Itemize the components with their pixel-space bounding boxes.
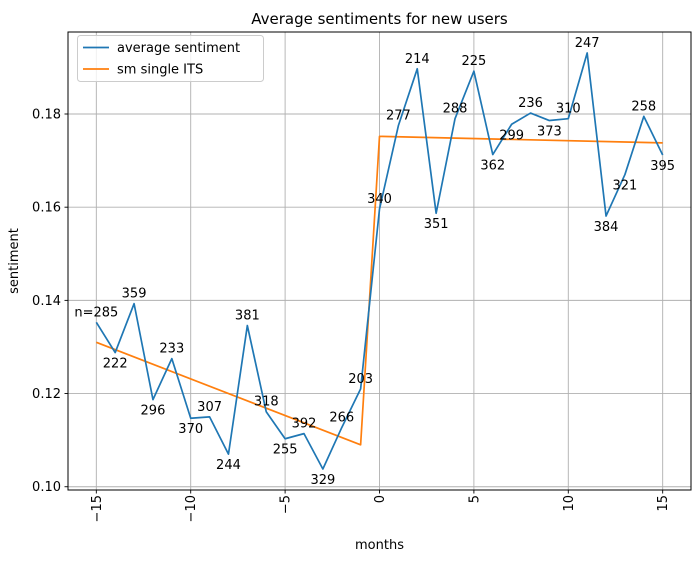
- point-label: n=285: [74, 305, 118, 320]
- x-tick-label: 10: [562, 495, 577, 512]
- point-label: 222: [103, 357, 128, 372]
- y-tick-label: 0.10: [32, 480, 61, 495]
- x-tick-label: 5: [467, 495, 482, 503]
- legend: average sentiment sm single ITS: [77, 35, 264, 82]
- point-label: 214: [405, 52, 430, 67]
- point-label: 321: [613, 179, 638, 194]
- point-label: 266: [329, 411, 354, 426]
- y-tick-label: 0.18: [32, 108, 61, 123]
- y-tick-label: 0.16: [32, 201, 61, 216]
- x-tick-label: 0: [373, 495, 388, 503]
- point-label: 255: [273, 443, 298, 458]
- point-label: 247: [575, 36, 600, 51]
- point-label: 329: [310, 473, 335, 488]
- point-label: 310: [556, 102, 581, 117]
- point-label: 225: [461, 54, 486, 69]
- point-label: 318: [254, 395, 279, 410]
- point-label: 384: [594, 220, 619, 235]
- legend-label-sm-single-its: sm single ITS: [117, 63, 203, 78]
- y-axis-label: sentiment: [7, 228, 22, 294]
- point-label: 362: [480, 159, 505, 174]
- point-label: 244: [216, 458, 241, 473]
- x-tick-label: −10: [184, 495, 199, 522]
- point-label: 381: [235, 309, 260, 324]
- point-label: 299: [499, 128, 524, 143]
- point-label: 359: [122, 287, 147, 302]
- point-label: 370: [178, 422, 203, 437]
- point-label: 233: [159, 342, 184, 357]
- chart-built-layers: −15 −10 −5 0 5 10 15 0.10 0.12 0.14 0.16 0.18 n=285 2…: [32, 31, 692, 522]
- its-line: [96, 135, 663, 446]
- point-label: 288: [443, 102, 468, 117]
- point-label: 296: [141, 404, 166, 419]
- point-annotations: n=285 222 359 296 233 370 307 244 381 318 255 392 32…: [74, 36, 675, 488]
- x-tick-label: 15: [656, 495, 671, 512]
- y-tick-label: 0.12: [32, 387, 61, 402]
- plot-frame: [67, 31, 692, 491]
- average-sentiment-line: [95, 52, 664, 470]
- point-label: 351: [424, 217, 449, 232]
- x-axis-label: months: [355, 538, 404, 553]
- point-label: 395: [650, 159, 675, 174]
- gridlines: [68, 32, 691, 490]
- x-tick-label: −15: [90, 495, 105, 522]
- point-label: 307: [197, 400, 222, 415]
- chart-title: Average sentiments for new users: [251, 10, 508, 28]
- y-tick-label: 0.14: [32, 294, 61, 309]
- x-tick-label: −5: [279, 495, 294, 514]
- point-label: 340: [367, 192, 392, 207]
- ticks: [64, 113, 664, 494]
- legend-box: [77, 35, 264, 82]
- point-label: 392: [292, 417, 317, 432]
- legend-label-average-sentiment: average sentiment: [117, 41, 240, 56]
- point-label: 258: [631, 99, 656, 114]
- point-label: 203: [348, 372, 373, 387]
- point-label: 236: [518, 96, 543, 111]
- point-label: 277: [386, 109, 411, 124]
- point-label: 373: [537, 125, 562, 140]
